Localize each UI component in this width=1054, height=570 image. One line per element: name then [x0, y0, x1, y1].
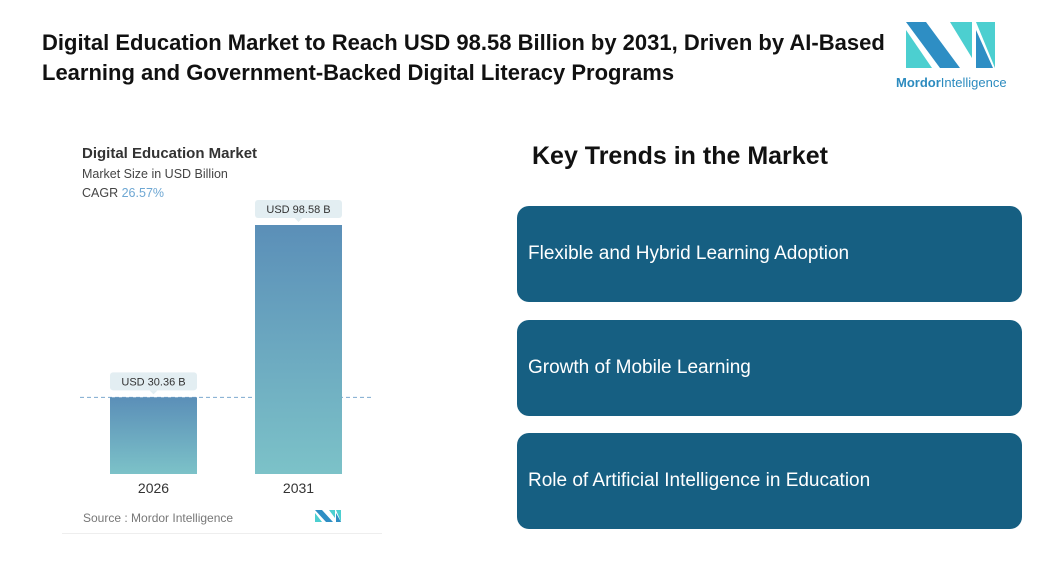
trend-item: Role of Artificial Intelligence in Educa… — [517, 433, 1022, 529]
data-label-pointer — [149, 390, 158, 395]
cagr-value: 26.57% — [121, 186, 165, 200]
logo-text: MordorIntelligence — [896, 75, 1007, 90]
bar-2031 — [255, 225, 342, 474]
page-title: Digital Education Market to Reach USD 98… — [42, 30, 885, 85]
data-label-bg — [110, 372, 197, 391]
data-label-bg — [255, 200, 342, 218]
key-trends-heading: Key Trends in the Market — [532, 142, 828, 170]
data-label: USD 98.58 B — [266, 204, 330, 216]
x-tick-label: 2031 — [283, 480, 314, 496]
cagr: CAGR 26.57% — [82, 186, 165, 200]
chart-title: Digital Education Market — [82, 145, 258, 162]
watermark-logo-icon — [315, 510, 341, 522]
data-label: USD 30.36 B — [121, 376, 185, 388]
trend-item: Growth of Mobile Learning — [517, 320, 1022, 416]
bar-2026 — [110, 397, 197, 474]
data-label-pointer — [294, 218, 303, 222]
chart-subtitle: Market Size in USD Billion — [82, 167, 228, 181]
x-tick-label: 2026 — [138, 480, 169, 496]
mordor-logo-icon — [906, 22, 995, 68]
trend-item: Flexible and Hybrid Learning Adoption — [517, 206, 1022, 302]
chart-source: Source : Mordor Intelligence — [83, 511, 234, 525]
